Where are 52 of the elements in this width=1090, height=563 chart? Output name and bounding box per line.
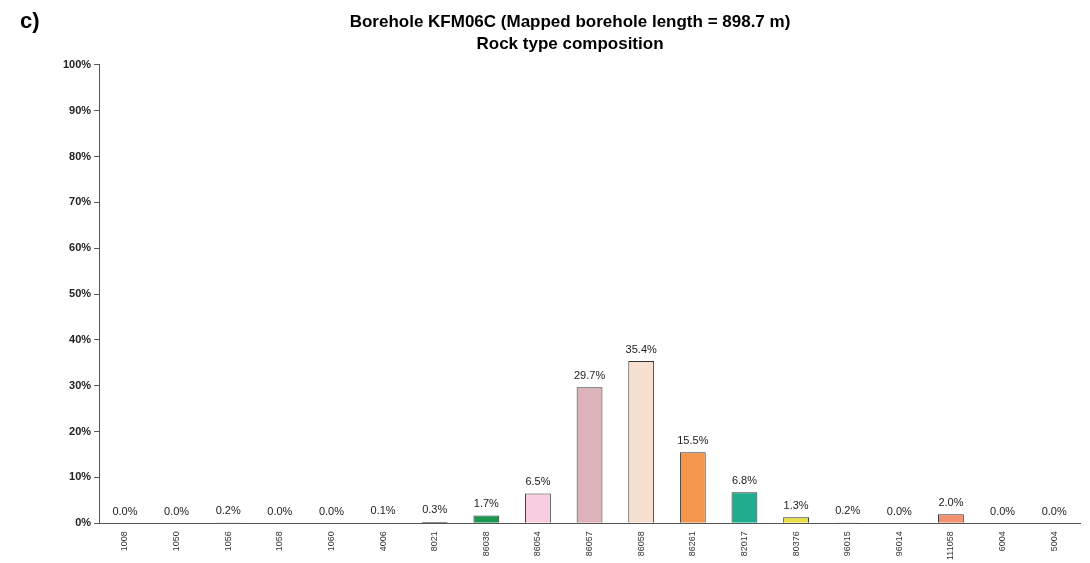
y-tick-label: 70% [69,195,92,208]
y-tick-label: 30% [69,378,92,391]
data-label: 0.0% [886,504,913,517]
data-label: 0.0% [1041,504,1067,517]
x-tick-label: 86261 [687,531,698,557]
x-tick-label: 82017 [738,531,749,557]
x-tick-label: 6004 [997,531,1008,552]
y-tick-label: 80% [69,149,92,162]
data-label: 35.4% [625,342,657,355]
x-tick-label: 86038 [480,531,491,557]
x-tick-label: 1008 [119,531,130,552]
chart-title: Borehole KFM06C (Mapped borehole length = 898.7 m) [349,11,791,31]
y-tick-label: 90% [69,103,92,116]
y-tick-label: 40% [69,332,92,345]
data-label: 6.5% [525,475,551,488]
x-tick-label: 86054 [532,531,543,557]
x-tick-label: 4006 [377,531,388,552]
data-label: 0.0% [112,504,138,517]
y-tick-label: 50% [69,287,92,300]
x-tick-label: 8021 [429,531,440,552]
x-tick-label: 1058 [274,531,285,552]
x-tick-label: 1050 [171,531,182,552]
x-tick-label: 1056 [222,531,233,552]
y-tick-label: 20% [69,424,92,437]
y-tick-label: 100% [62,57,92,70]
data-label: 1.3% [783,498,809,511]
x-tick-label: 1060 [325,531,336,552]
data-label: 15.5% [677,433,709,446]
data-label: 0.0% [164,504,190,517]
data-label: 0.2% [215,503,241,516]
data-label: 2.0% [938,495,964,508]
x-tick-label: 111058 [945,531,956,561]
y-tick-label: 60% [69,241,92,254]
y-tick-label: 10% [69,470,92,483]
x-tick-label: 5004 [1048,531,1059,552]
data-label: 1.7% [473,497,500,510]
x-tick-label: 86057 [584,531,595,557]
data-label: 29.7% [573,368,606,381]
text: c) [20,8,40,34]
x-tick-label: 80376 [790,531,801,557]
y-tick-label: 0% [75,516,92,529]
x-tick-label: 96015 [842,531,853,557]
data-label: 0.0% [318,504,345,517]
data-label: 0.0% [267,504,293,517]
chart-subtitle: Rock type composition [476,34,664,54]
data-label: 6.8% [731,473,758,486]
data-label: 0.3% [422,503,448,516]
x-tick-label: 96014 [893,531,904,557]
x-tick-label: 86058 [635,531,646,557]
data-label: 0.0% [990,504,1016,517]
data-label: 0.1% [370,504,396,517]
data-label: 0.2% [835,503,861,516]
